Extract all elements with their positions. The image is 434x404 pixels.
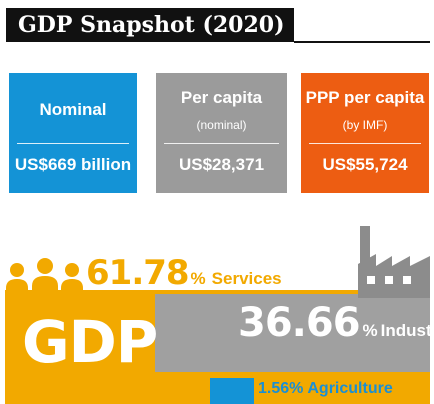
per-capita-value: US$28,371 [178, 155, 265, 174]
industry-share-block [155, 294, 430, 372]
ppp-subheading: (by IMF) [342, 118, 388, 132]
ppp-value: US$55,724 [322, 155, 408, 174]
nominal-divider [17, 143, 129, 144]
industry-percent-sign: % [362, 321, 378, 340]
per-capita-subheading: (nominal) [196, 118, 247, 132]
per-capita-heading: Per capita [180, 88, 263, 107]
ppp-divider [309, 143, 421, 144]
people-icon [6, 258, 83, 300]
per-capita-divider [164, 143, 279, 144]
page-title-text: GDP Snapshot (2020) [18, 12, 285, 38]
nominal-gdp-box: Nominal US$669 billion [9, 73, 137, 193]
agriculture-percent-sign: % [289, 380, 304, 397]
agriculture-share: 1.56% Agriculture [258, 380, 393, 398]
agriculture-percent: 1.56 [258, 380, 290, 397]
nominal-heading: Nominal [39, 100, 107, 119]
agriculture-share-bar [210, 378, 254, 404]
industry-percent: 36.66 [238, 300, 361, 346]
services-percent-sign: % [190, 269, 206, 288]
title-underline [294, 41, 430, 43]
per-capita-box: Per capita (nominal) US$28,371 [156, 73, 287, 193]
page-title: GDP Snapshot (2020) [6, 8, 294, 42]
industry-share: 36.66 % Industry [238, 300, 434, 346]
services-share: 61.78 % Services [86, 253, 282, 293]
services-percent: 61.78 [86, 253, 190, 293]
services-label: Services [211, 269, 282, 288]
ppp-heading: PPP per capita [305, 88, 425, 107]
nominal-value: US$669 billion [14, 155, 132, 174]
agriculture-label: Agriculture [307, 380, 393, 397]
industry-label: Industry [380, 321, 434, 340]
factory-icon [358, 226, 430, 298]
ppp-per-capita-box: PPP per capita (by IMF) US$55,724 [301, 73, 429, 193]
gdp-label: GDP [22, 308, 158, 376]
